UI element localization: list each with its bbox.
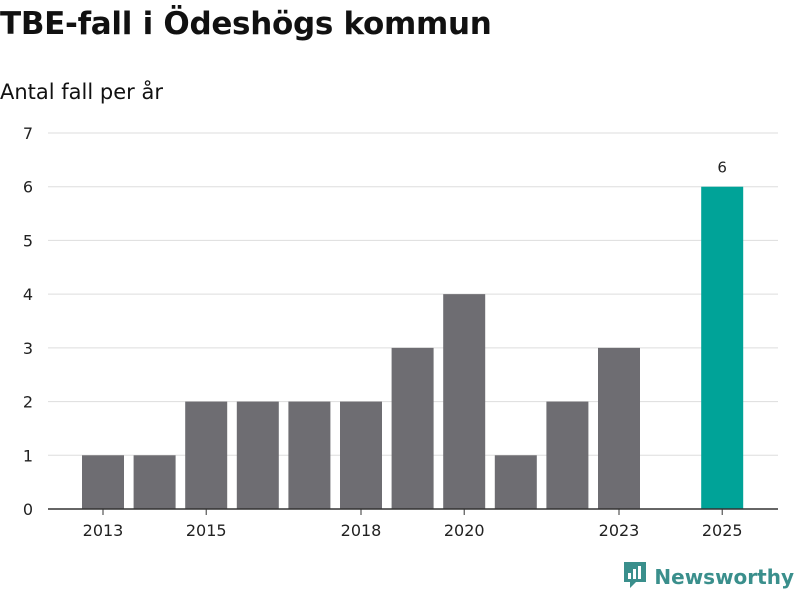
y-tick-label-7: 7 (23, 124, 33, 143)
bar-2016 (236, 401, 279, 509)
data-labels: 6 (717, 159, 727, 177)
y-axis-ticks: 0 1 2 3 4 5 6 7 (23, 124, 33, 519)
brand-logo: Newsworthy (622, 560, 794, 594)
bar-2022 (546, 401, 589, 509)
bar-2017 (288, 401, 331, 509)
x-tick-label-2023: 2023 (599, 521, 640, 540)
data-label-2025: 6 (717, 159, 727, 177)
y-tick-label-6: 6 (23, 178, 33, 197)
bar-2014 (133, 455, 176, 509)
y-tick-label-3: 3 (23, 339, 33, 358)
bars (82, 186, 744, 509)
y-tick-label-1: 1 (23, 446, 33, 465)
y-tick-label-4: 4 (23, 285, 33, 304)
bar-2020 (443, 294, 486, 509)
bar-2023 (598, 347, 640, 509)
x-tick-label-2020: 2020 (444, 521, 485, 540)
y-tick-label-5: 5 (23, 231, 33, 250)
bar-2015 (185, 401, 228, 509)
bar-2025 (701, 186, 744, 509)
bar-2021 (494, 455, 537, 509)
x-tick-label-2025: 2025 (702, 521, 743, 540)
brand-name: Newsworthy (654, 565, 794, 589)
x-tick-label-2013: 2013 (83, 521, 124, 540)
chart-title: TBE-fall i Ödeshögs kommun (0, 6, 492, 42)
chart-subtitle: Antal fall per år (0, 80, 163, 104)
bar-2018 (340, 401, 382, 509)
newsworthy-logo-icon (622, 560, 648, 594)
bar-2019 (391, 347, 434, 509)
x-axis-ticks: 2013 2015 2018 2020 2023 2025 (83, 509, 743, 540)
x-tick-label-2015: 2015 (186, 521, 227, 540)
x-tick-label-2018: 2018 (341, 521, 382, 540)
bar-2013 (82, 455, 124, 509)
y-tick-label-2: 2 (23, 393, 33, 412)
y-tick-label-0: 0 (23, 500, 33, 519)
